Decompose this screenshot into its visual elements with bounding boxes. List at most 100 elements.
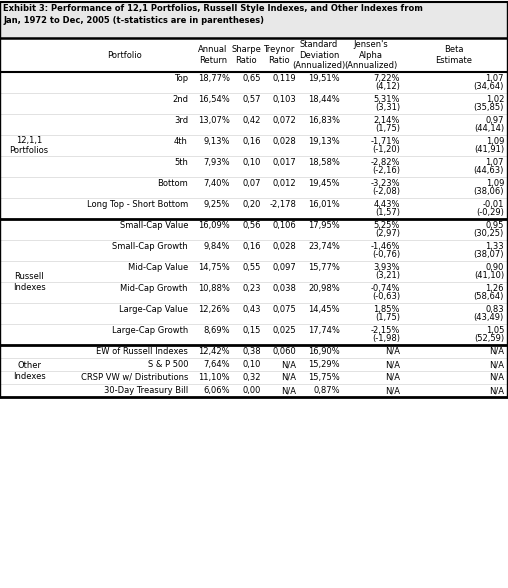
Text: 0,95: 0,95: [486, 222, 504, 230]
Bar: [0, 2, 508, 38]
Text: (34,64): (34,64): [473, 82, 504, 91]
Text: (1,75): (1,75): [375, 313, 400, 322]
Text: N/A: N/A: [489, 373, 504, 382]
Text: N/A: N/A: [489, 360, 504, 369]
Text: Standard
Deviation
(Annualized): Standard Deviation (Annualized): [293, 40, 345, 70]
Text: (52,59): (52,59): [474, 333, 504, 343]
Text: 0,10: 0,10: [243, 158, 261, 168]
Text: (58,64): (58,64): [473, 292, 504, 300]
Text: 7,93%: 7,93%: [203, 158, 230, 168]
Text: 0,43: 0,43: [242, 305, 261, 315]
Text: 15,29%: 15,29%: [308, 360, 340, 369]
Text: 0,025: 0,025: [272, 326, 296, 335]
Text: 2nd: 2nd: [172, 95, 188, 105]
Text: 13,07%: 13,07%: [198, 116, 230, 125]
Text: N/A: N/A: [385, 373, 400, 382]
Text: 0,106: 0,106: [272, 222, 296, 230]
Text: Treynor
Ratio: Treynor Ratio: [263, 45, 295, 65]
Text: 0,017: 0,017: [272, 158, 296, 168]
Text: 17,74%: 17,74%: [308, 326, 340, 335]
Text: 9,25%: 9,25%: [204, 201, 230, 209]
Text: 7,64%: 7,64%: [203, 360, 230, 369]
Text: 16,01%: 16,01%: [308, 201, 340, 209]
Text: 1,07: 1,07: [486, 75, 504, 83]
Text: Small-Cap Growth: Small-Cap Growth: [112, 242, 188, 252]
Text: N/A: N/A: [385, 347, 400, 356]
Text: 12,1,1
Portfolios: 12,1,1 Portfolios: [10, 136, 49, 155]
Text: 0,07: 0,07: [242, 179, 261, 188]
Text: 16,09%: 16,09%: [198, 222, 230, 230]
Text: 3rd: 3rd: [174, 116, 188, 125]
Text: 0,87%: 0,87%: [313, 386, 340, 395]
Text: N/A: N/A: [385, 386, 400, 395]
Text: 16,54%: 16,54%: [198, 95, 230, 105]
Text: N/A: N/A: [281, 386, 296, 395]
Text: 17,95%: 17,95%: [308, 222, 340, 230]
Text: EW of Russell Indexes: EW of Russell Indexes: [96, 347, 188, 356]
Text: -2,178: -2,178: [269, 201, 296, 209]
Text: (3,31): (3,31): [375, 102, 400, 112]
Text: N/A: N/A: [385, 360, 400, 369]
Text: 1,07: 1,07: [486, 158, 504, 168]
Text: 30-Day Treasury Bill: 30-Day Treasury Bill: [104, 386, 188, 395]
Text: 0,15: 0,15: [243, 326, 261, 335]
Text: Russell
Indexes: Russell Indexes: [13, 272, 45, 292]
Text: 4th: 4th: [174, 138, 188, 146]
Text: 0,56: 0,56: [242, 222, 261, 230]
Text: 0,83: 0,83: [485, 305, 504, 315]
Text: N/A: N/A: [489, 386, 504, 395]
Text: 0,012: 0,012: [272, 179, 296, 188]
Text: 1,09: 1,09: [486, 138, 504, 146]
Text: (-2,08): (-2,08): [372, 186, 400, 196]
Text: CRSP VW w/ Distributions: CRSP VW w/ Distributions: [81, 373, 188, 382]
Text: Other
Indexes: Other Indexes: [13, 361, 45, 380]
Text: 12,26%: 12,26%: [198, 305, 230, 315]
Text: (-0,76): (-0,76): [372, 249, 400, 259]
Text: (35,85): (35,85): [473, 102, 504, 112]
Text: Large-Cap Value: Large-Cap Value: [119, 305, 188, 315]
Text: (-0,29): (-0,29): [476, 208, 504, 216]
Text: -1,46%: -1,46%: [370, 242, 400, 252]
Text: 0,20: 0,20: [243, 201, 261, 209]
Text: 15,75%: 15,75%: [308, 373, 340, 382]
Text: (-2,16): (-2,16): [372, 166, 400, 175]
Text: 9,84%: 9,84%: [204, 242, 230, 252]
Text: 19,51%: 19,51%: [308, 75, 340, 83]
Text: 16,83%: 16,83%: [308, 116, 340, 125]
Text: 14,45%: 14,45%: [308, 305, 340, 315]
Text: (44,63): (44,63): [473, 166, 504, 175]
Text: N/A: N/A: [281, 360, 296, 369]
Text: 23,74%: 23,74%: [308, 242, 340, 252]
Text: 4,43%: 4,43%: [373, 201, 400, 209]
Text: 0,00: 0,00: [243, 386, 261, 395]
Text: 0,10: 0,10: [243, 360, 261, 369]
Text: 15,77%: 15,77%: [308, 263, 340, 272]
Text: 19,45%: 19,45%: [308, 179, 340, 188]
Text: Large-Cap Growth: Large-Cap Growth: [112, 326, 188, 335]
Text: (44,14): (44,14): [474, 123, 504, 132]
Text: 0,16: 0,16: [242, 242, 261, 252]
Text: (43,49): (43,49): [474, 313, 504, 322]
Text: 1,02: 1,02: [486, 95, 504, 105]
Text: 20,98%: 20,98%: [308, 285, 340, 293]
Text: (38,06): (38,06): [473, 186, 504, 196]
Text: 0,23: 0,23: [242, 285, 261, 293]
Text: Sharpe
Ratio: Sharpe Ratio: [231, 45, 261, 65]
Text: 0,65: 0,65: [242, 75, 261, 83]
Text: 18,58%: 18,58%: [308, 158, 340, 168]
Text: 0,42: 0,42: [243, 116, 261, 125]
Text: 0,060: 0,060: [272, 347, 296, 356]
Text: -0,74%: -0,74%: [370, 285, 400, 293]
Text: Mid-Cap Growth: Mid-Cap Growth: [120, 285, 188, 293]
Text: 2,14%: 2,14%: [373, 116, 400, 125]
Text: 10,88%: 10,88%: [198, 285, 230, 293]
Text: Jensen's
Alpha
(Annualized): Jensen's Alpha (Annualized): [344, 40, 398, 70]
Text: 0,38: 0,38: [242, 347, 261, 356]
Text: Small-Cap Value: Small-Cap Value: [119, 222, 188, 230]
Text: 0,038: 0,038: [272, 285, 296, 293]
Text: -0,01: -0,01: [483, 201, 504, 209]
Text: 1,26: 1,26: [486, 285, 504, 293]
Text: 1,85%: 1,85%: [373, 305, 400, 315]
Text: 7,40%: 7,40%: [204, 179, 230, 188]
Text: 9,13%: 9,13%: [204, 138, 230, 146]
